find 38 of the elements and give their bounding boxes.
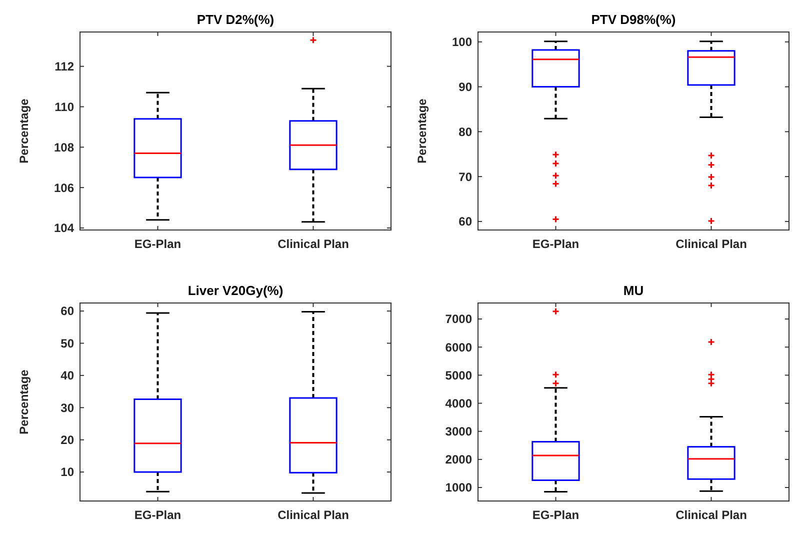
y-tick-label: 90 [458, 80, 472, 94]
y-tick-label: 108 [54, 140, 74, 154]
y-tick-label: 100 [452, 35, 472, 50]
y-tick-label: 6000 [445, 340, 472, 354]
y-tick-label: 80 [458, 124, 472, 139]
chart-title: PTV D98%(%) [591, 12, 676, 27]
y-tick-label: 7000 [445, 312, 472, 326]
chart-title: PTV D2%(%) [196, 12, 274, 27]
y-tick-label: 60 [60, 304, 74, 318]
y-tick-label: 70 [458, 170, 472, 184]
y-tick-label: 20 [60, 433, 74, 448]
x-tick-label: Clinical Plan [278, 237, 349, 251]
y-tick-label: 10 [60, 465, 74, 480]
chart-title: Liver V20Gy(%) [188, 283, 284, 298]
y-tick-label: 60 [458, 214, 472, 229]
y-tick-label: 4000 [445, 396, 472, 410]
x-tick-label: EG-Plan [134, 508, 182, 522]
x-tick-label: EG-Plan [134, 237, 182, 251]
y-tick-label: 1000 [445, 480, 472, 495]
chart-title: MU [623, 283, 644, 298]
x-tick-label: Clinical Plan [676, 508, 747, 522]
y-tick-label: 2000 [445, 452, 472, 467]
y-tick-label: 110 [54, 100, 74, 114]
y-tick-label: 40 [60, 368, 74, 383]
y-tick-label: 30 [60, 400, 74, 415]
x-tick-label: Clinical Plan [278, 508, 349, 522]
x-tick-label: Clinical Plan [676, 237, 747, 251]
y-tick-label: 3000 [445, 424, 472, 439]
y-tick-label: 5000 [445, 368, 472, 382]
y-axis-title: Percentage [17, 98, 31, 164]
y-tick-label: 50 [60, 336, 74, 350]
y-axis-title: Percentage [17, 369, 31, 434]
y-axis-title: Percentage [415, 98, 429, 164]
y-tick-label: 112 [54, 60, 74, 74]
y-tick-label: 106 [54, 180, 74, 195]
y-tick-label: 104 [54, 221, 74, 236]
x-tick-label: EG-Plan [532, 508, 580, 522]
x-tick-label: EG-Plan [532, 237, 580, 251]
